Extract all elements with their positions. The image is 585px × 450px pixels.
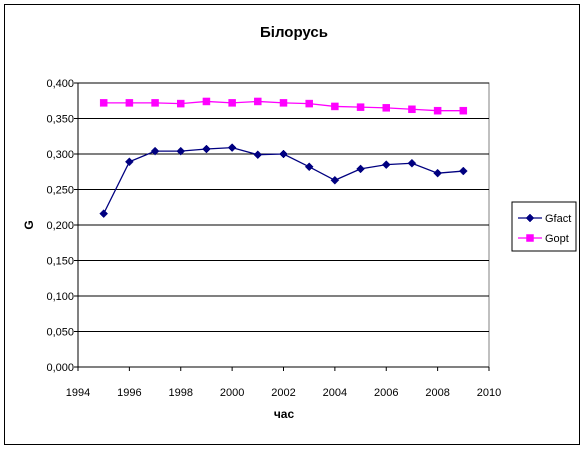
- y-tick-label: 0,300: [46, 149, 74, 161]
- data-point-gfact: [458, 166, 468, 176]
- legend-items: Gfact Gopt: [518, 213, 571, 245]
- data-point-gfact: [253, 150, 263, 160]
- x-tick-label: 2004: [323, 387, 347, 399]
- data-point-gopt: [305, 99, 313, 108]
- data-point-gopt: [177, 99, 185, 108]
- data-point-gfact: [330, 175, 340, 185]
- data-point-gopt: [202, 97, 211, 106]
- x-tick-label: 2010: [477, 387, 501, 399]
- data-point-gopt: [99, 99, 108, 107]
- data-point-gfact: [279, 149, 288, 159]
- data-point-gopt: [331, 102, 339, 111]
- series-gfact: [99, 143, 468, 218]
- x-tick-label: 2008: [425, 387, 449, 399]
- data-point-gopt: [408, 105, 416, 114]
- data-point-gfact: [176, 146, 186, 156]
- series-layer: [99, 97, 468, 218]
- y-tick-label: 0,100: [46, 291, 74, 303]
- y-tick-label: 0,000: [46, 362, 74, 374]
- data-point-gopt: [279, 99, 288, 107]
- y-tick-label: 0,150: [46, 256, 74, 268]
- data-point-gfact: [304, 162, 314, 172]
- data-point-gopt: [382, 104, 390, 112]
- data-point-gfact: [227, 143, 237, 152]
- data-point-gfact: [99, 209, 109, 218]
- x-tick-label: 2006: [374, 387, 398, 399]
- x-tick-label: 1994: [66, 387, 90, 399]
- y-axis-title: G: [22, 220, 36, 229]
- series-gopt: [99, 97, 468, 115]
- legend-item-gfact: Gfact: [518, 213, 571, 225]
- data-point-gopt: [151, 99, 159, 107]
- y-tick-label: 0,200: [46, 220, 74, 232]
- data-point-gopt: [254, 97, 262, 106]
- data-point-gfact: [150, 146, 160, 156]
- x-axis-title: час: [274, 407, 295, 421]
- data-point-gopt: [228, 99, 236, 107]
- y-tick-label: 0,400: [46, 78, 74, 90]
- x-tick-label: 2002: [271, 387, 295, 399]
- legend-label: Gopt: [545, 233, 569, 245]
- data-point-gfact: [433, 168, 442, 178]
- data-point-gopt: [356, 103, 365, 111]
- y-axis-ticks: 0,000 0,050 0,100 0,150 0,200 0,250 0,300 0,350…: [46, 78, 78, 374]
- chart-frame: Білорусь 0,000 0,050 0,100 0,150 0,200 0,250 0…: [4, 4, 580, 445]
- y-tick-label: 0,350: [46, 114, 74, 126]
- data-point-gopt: [433, 106, 442, 115]
- x-tick-label: 2000: [220, 387, 244, 399]
- data-point-gfact: [407, 158, 417, 168]
- y-tick-label: 0,050: [46, 327, 74, 339]
- legend-label: Gfact: [545, 213, 571, 225]
- legend-item-gopt: Gopt: [518, 233, 569, 245]
- x-axis-ticks: 1994 1996 1998 2000 2002 2004 2006 2008 2010: [66, 367, 501, 399]
- data-point-gopt: [459, 106, 468, 115]
- x-tick-label: 1996: [117, 387, 141, 399]
- x-tick-label: 1998: [169, 387, 193, 399]
- legend-marker: [526, 234, 534, 242]
- data-point-gfact: [202, 144, 211, 154]
- legend-marker: [525, 213, 535, 223]
- line-chart: Білорусь 0,0000,0500,1000,1500,2000,2500…: [22, 24, 577, 421]
- data-point-gfact: [356, 164, 365, 174]
- y-tick-label: 0,250: [46, 185, 74, 197]
- data-point-gopt: [125, 99, 134, 107]
- legend: Gfact Gopt: [511, 201, 577, 252]
- chart-title: Білорусь: [260, 24, 328, 41]
- legend-box: [511, 201, 577, 252]
- data-point-gfact: [125, 157, 134, 167]
- data-point-gfact: [381, 160, 391, 170]
